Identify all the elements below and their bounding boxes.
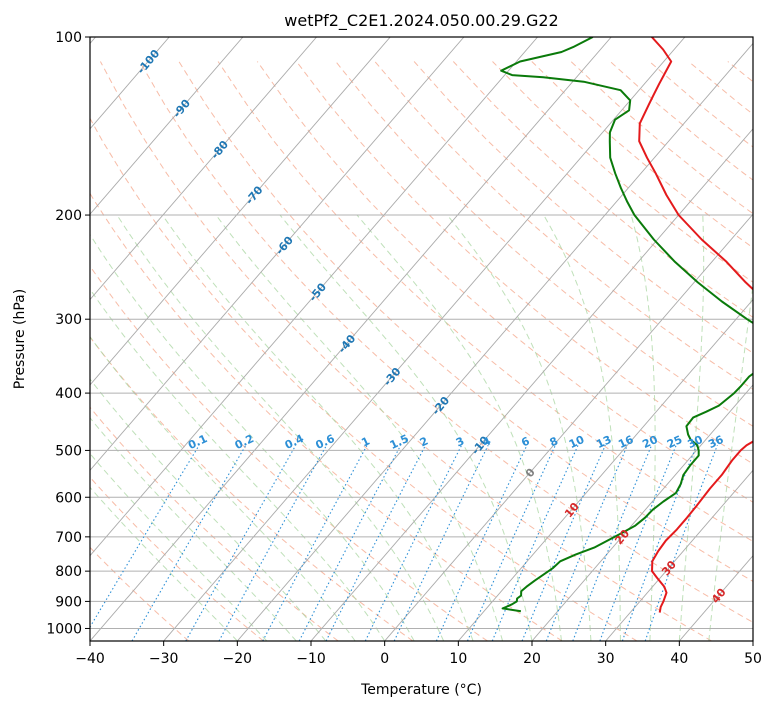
dry-adiabat-line — [90, 546, 190, 641]
dry-adiabat-line — [90, 476, 264, 641]
moist-adiabat-line — [90, 288, 386, 641]
isotherm-line — [90, 37, 391, 386]
y-axis-ticks: 100 200 300 400 500 600 700 800 900 1000 — [46, 30, 90, 637]
isotherm-line — [90, 37, 538, 557]
moist-adiabat-line — [90, 486, 238, 641]
dry-adiabat-line — [90, 336, 414, 641]
y-tick-label: 800 — [55, 564, 82, 580]
dry-adiabat-line — [90, 265, 488, 641]
mixing-ratio-line — [393, 444, 489, 641]
y-tick-label: 500 — [55, 443, 82, 459]
mixing-ratio-label: 36 — [706, 433, 726, 451]
isotherm-line — [531, 384, 753, 641]
sounding-profiles — [500, 37, 753, 613]
dry-adiabat-line — [178, 61, 753, 582]
isotherm-line — [457, 298, 753, 641]
moist-adiabat-line — [356, 214, 562, 641]
mixing-ratio-line — [599, 444, 677, 641]
isotherm-line — [236, 42, 753, 641]
moist-adiabat-line — [90, 233, 415, 641]
mixing-ratio-line — [298, 444, 402, 641]
y-tick-label: 300 — [55, 312, 82, 328]
mixing-ratio-line — [491, 444, 579, 641]
moist-adiabat-line — [708, 280, 753, 641]
x-tick-label: 20 — [523, 651, 541, 667]
y-tick-label: 400 — [55, 386, 82, 402]
isobar-lines — [90, 37, 753, 629]
mixing-ratio-line — [90, 444, 200, 629]
x-tick-label: −40 — [75, 651, 105, 667]
mixing-ratio-lines — [90, 444, 718, 641]
moist-adiabat-line — [543, 214, 621, 641]
dry-adiabat-line — [256, 61, 753, 503]
mixing-ratio-label: 10 — [567, 433, 587, 451]
mixing-ratio-label: 13 — [594, 433, 613, 451]
moist-adiabat-line — [116, 214, 445, 641]
y-tick-label: 700 — [55, 530, 82, 546]
isotherm-line — [90, 37, 612, 641]
y-tick-label: 600 — [55, 490, 82, 506]
dry-adiabat-line — [217, 61, 753, 543]
mixing-ratio-line — [218, 444, 328, 641]
x-tick-label: 50 — [744, 651, 762, 667]
isotherm-line — [90, 37, 317, 301]
temperature-line — [638, 37, 753, 613]
moist-adiabat-line — [90, 452, 268, 641]
isotherm-line — [384, 213, 753, 641]
x-axis-label: Temperature (°C) — [360, 682, 482, 698]
isotherm-line — [90, 37, 244, 215]
y-tick-label: 900 — [55, 594, 82, 610]
y-axis-label: Pressure (hPa) — [12, 289, 28, 389]
x-tick-label: 0 — [380, 651, 389, 667]
x-tick-label: 30 — [597, 651, 615, 667]
x-tick-label: 10 — [449, 651, 467, 667]
isotherm-line — [90, 37, 465, 471]
x-tick-label: −30 — [149, 651, 179, 667]
mixing-ratio-line — [644, 445, 718, 641]
mixing-ratio-label: 20 — [640, 433, 660, 451]
dry-adiabat-line — [90, 406, 339, 641]
mixing-ratio-label: 30 — [686, 433, 706, 451]
mixing-ratio-label: 25 — [665, 433, 684, 451]
plot-frame — [89, 36, 754, 642]
y-tick-label: 100 — [55, 30, 82, 46]
moist-adiabat-line — [678, 214, 705, 641]
mixing-ratio-line — [466, 444, 556, 641]
x-tick-label: −20 — [223, 651, 253, 667]
moist-adiabat-line — [161, 214, 474, 641]
isotherm-line — [163, 37, 686, 641]
moist-adiabat-line — [215, 214, 503, 641]
moist-adiabat-line — [90, 417, 297, 641]
moist-adiabat-line — [90, 335, 356, 641]
chart-title: wetPf2_C2E1.2024.050.00.29.G22 — [284, 11, 558, 31]
x-tick-label: 40 — [670, 651, 688, 667]
isotherm-line — [605, 469, 753, 641]
mixing-ratio-line — [325, 444, 426, 641]
isotherm-lines — [90, 37, 753, 641]
moist-adiabat-line — [279, 214, 533, 641]
dry-adiabat-line — [90, 192, 563, 641]
y-tick-label: 1000 — [46, 621, 82, 637]
x-axis-ticks: −40 −30 −20 −10 0 10 20 30 40 50 — [75, 641, 762, 667]
dry-adiabat-line — [452, 61, 753, 318]
moist-adiabat-line — [90, 378, 327, 641]
dewpoint-line — [500, 37, 753, 613]
x-tick-label: −10 — [296, 651, 326, 667]
y-tick-label: 200 — [55, 208, 82, 224]
isotherm-line — [310, 128, 753, 641]
mixing-ratio-line — [364, 444, 463, 641]
mixing-ratio-label: 16 — [616, 433, 636, 451]
mixing-ratio-line — [185, 444, 297, 641]
